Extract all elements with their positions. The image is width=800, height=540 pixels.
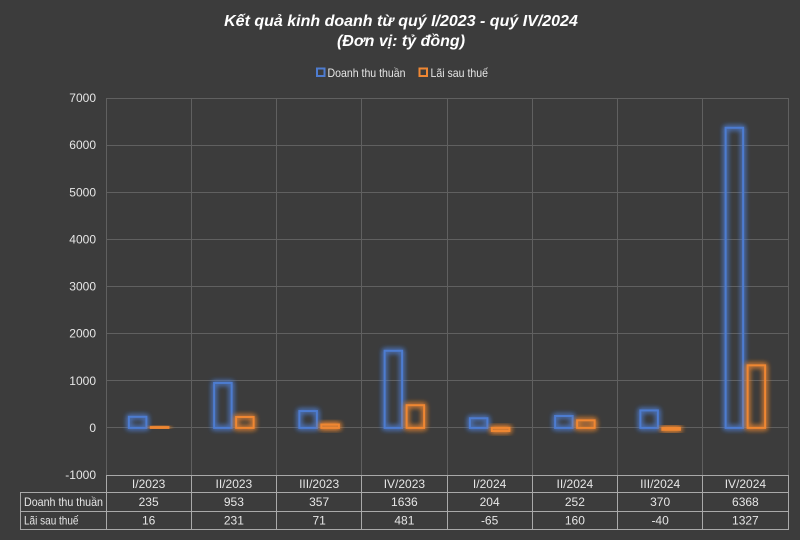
svg-text:4000: 4000 [69,232,96,246]
svg-text:1000: 1000 [69,374,96,388]
svg-text:II/2024: II/2024 [557,477,594,491]
svg-text:2000: 2000 [69,327,96,341]
svg-text:IV/2023: IV/2023 [384,477,426,491]
svg-text:6368: 6368 [732,495,759,509]
svg-text:252: 252 [565,495,585,509]
svg-text:I/2023: I/2023 [132,477,166,491]
svg-text:5000: 5000 [69,185,96,199]
svg-text:Lãi sau thuế: Lãi sau thuế [24,514,79,528]
svg-text:Doanh thu thuần: Doanh thu thuần [328,66,406,80]
svg-text:Kết quả kinh doanh từ quý I/20: Kết quả kinh doanh từ quý I/2023 - quý I… [224,13,578,30]
svg-text:160: 160 [565,514,585,528]
svg-text:-65: -65 [481,514,499,528]
svg-text:71: 71 [312,514,326,528]
svg-text:III/2024: III/2024 [640,477,680,491]
svg-text:0: 0 [89,421,96,435]
svg-text:357: 357 [309,495,329,509]
svg-text:231: 231 [224,514,244,528]
svg-text:235: 235 [139,495,159,509]
svg-text:16: 16 [142,514,156,528]
svg-text:IV/2024: IV/2024 [725,477,767,491]
svg-text:1636: 1636 [391,495,418,509]
svg-text:7000: 7000 [69,91,96,105]
svg-text:I/2024: I/2024 [473,477,507,491]
svg-text:3000: 3000 [69,280,96,294]
svg-text:370: 370 [650,495,670,509]
svg-text:Lãi sau thuế: Lãi sau thuế [431,66,489,80]
svg-text:481: 481 [394,514,414,528]
svg-text:-40: -40 [651,514,669,528]
svg-text:1327: 1327 [732,514,759,528]
svg-text:III/2023: III/2023 [299,477,339,491]
svg-text:-1000: -1000 [65,468,96,482]
svg-text:6000: 6000 [69,138,96,152]
svg-text:953: 953 [224,495,244,509]
svg-text:204: 204 [480,495,500,509]
svg-text:Doanh thu thuần: Doanh thu thuần [24,495,103,509]
svg-text:(Đơn vị: tỷ đồng): (Đơn vị: tỷ đồng) [337,33,465,50]
svg-text:II/2023: II/2023 [216,477,253,491]
